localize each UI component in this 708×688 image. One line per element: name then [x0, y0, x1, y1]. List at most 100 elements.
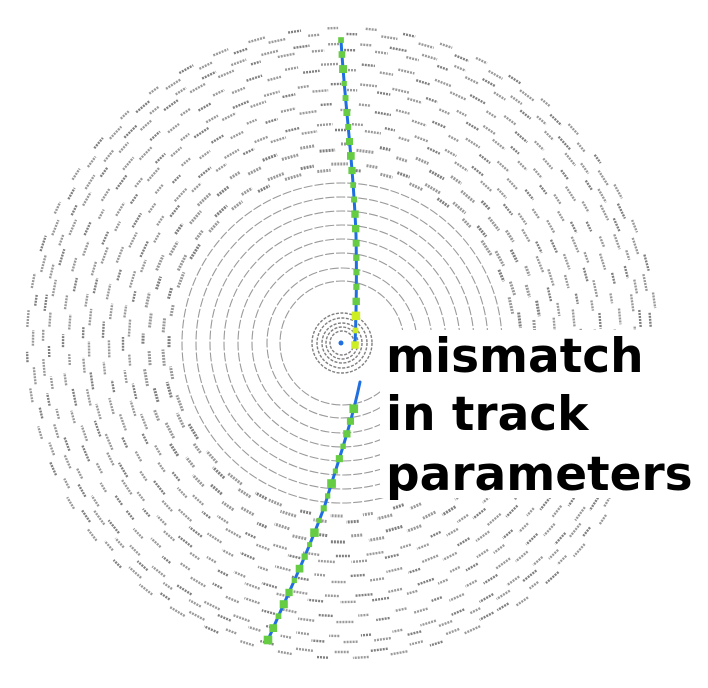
detector-module: [131, 212, 143, 228]
detector-module: [216, 514, 229, 524]
detector-module: [349, 573, 365, 578]
track-hit: [352, 224, 360, 233]
detector-module: [81, 444, 91, 462]
track-hit: [352, 239, 360, 247]
detector-module: [189, 243, 201, 260]
detector-module: [116, 268, 123, 281]
track-hit: [349, 404, 359, 414]
track-hit: [269, 624, 278, 632]
detector-module: [547, 268, 555, 287]
detector-module: [625, 249, 631, 261]
detector-module: [496, 160, 510, 173]
detector-module: [438, 108, 451, 115]
detector-module: [63, 453, 72, 469]
detector-module: [617, 308, 622, 325]
detector-module: [374, 636, 391, 642]
detector-module: [486, 512, 502, 527]
detector-module: [189, 576, 206, 588]
detector-module: [212, 582, 223, 590]
detector-module: [592, 279, 599, 298]
detector-module: [216, 185, 230, 197]
detector-module: [67, 187, 76, 200]
detector-module: [282, 93, 296, 99]
detector-module: [524, 284, 532, 298]
detector-module: [505, 229, 515, 243]
detector-module: [411, 119, 427, 127]
detector-module: [134, 451, 143, 462]
detector-module: [63, 437, 71, 452]
detector-module: [456, 537, 471, 547]
detector-module: [90, 495, 100, 507]
detector-module: [554, 532, 567, 546]
detector-module: [475, 56, 488, 65]
detector-module: [112, 559, 122, 569]
detector-module: [175, 394, 185, 412]
detector-module: [198, 61, 213, 70]
detector-module: [189, 551, 200, 561]
detector-module: [546, 219, 556, 234]
track-hit: [350, 182, 356, 188]
detector-module: [385, 525, 403, 533]
track-hit: [341, 81, 347, 87]
detector-module: [376, 616, 390, 622]
detector-module: [525, 533, 539, 546]
detector-module: [431, 596, 443, 603]
detector-module: [244, 596, 260, 605]
detector-module: [142, 508, 151, 518]
detector-module: [226, 471, 243, 486]
detector-module: [502, 529, 514, 540]
detector-module: [250, 60, 262, 66]
detector-module: [434, 78, 452, 88]
detector-module: [216, 568, 229, 577]
detector-module: [374, 111, 392, 117]
detector-module: [68, 314, 72, 330]
detector-module: [539, 184, 548, 195]
detector-module: [29, 388, 34, 403]
detector-module: [384, 127, 396, 132]
detector-module: [312, 89, 329, 93]
inner-tracker-ring: [321, 322, 363, 364]
detector-module: [132, 527, 144, 540]
detector-module: [416, 543, 430, 551]
vertex-dot: [338, 340, 344, 346]
detector-module: [37, 426, 44, 440]
detector-module: [651, 292, 657, 309]
track-hit: [353, 269, 360, 276]
detector-module: [556, 554, 568, 566]
detector-module: [206, 532, 223, 544]
detector-module: [514, 130, 528, 144]
detector-module: [276, 592, 291, 599]
detector-module: [379, 146, 391, 152]
detector-module: [630, 219, 639, 233]
detector-module: [535, 255, 545, 273]
detector-module: [71, 168, 81, 181]
track-hit: [285, 588, 293, 597]
detector-module: [451, 608, 465, 616]
detector-module: [139, 470, 148, 482]
detector-module: [273, 543, 288, 550]
detector-module: [114, 537, 125, 549]
detector-module: [206, 555, 217, 564]
detector-module: [224, 595, 240, 604]
detector-module: [497, 269, 506, 282]
detector-module: [274, 522, 290, 531]
detector-module: [294, 647, 314, 652]
detector-module: [136, 491, 146, 502]
detector-module: [268, 498, 283, 507]
detector-module: [314, 573, 326, 577]
detector-module: [324, 594, 339, 598]
detector-module: [517, 160, 528, 171]
detector-module: [381, 35, 398, 41]
detector-module: [197, 166, 212, 179]
detector-module: [63, 478, 71, 489]
detector-module: [141, 433, 149, 445]
detector-module: [316, 655, 329, 659]
detector-module: [488, 69, 503, 80]
detector-module: [261, 49, 279, 57]
detector-module: [221, 112, 237, 122]
detector-module: [143, 368, 149, 387]
detector-module: [444, 148, 457, 158]
detector-module: [521, 569, 538, 583]
detector-module: [231, 200, 244, 211]
detector-module: [524, 189, 535, 201]
